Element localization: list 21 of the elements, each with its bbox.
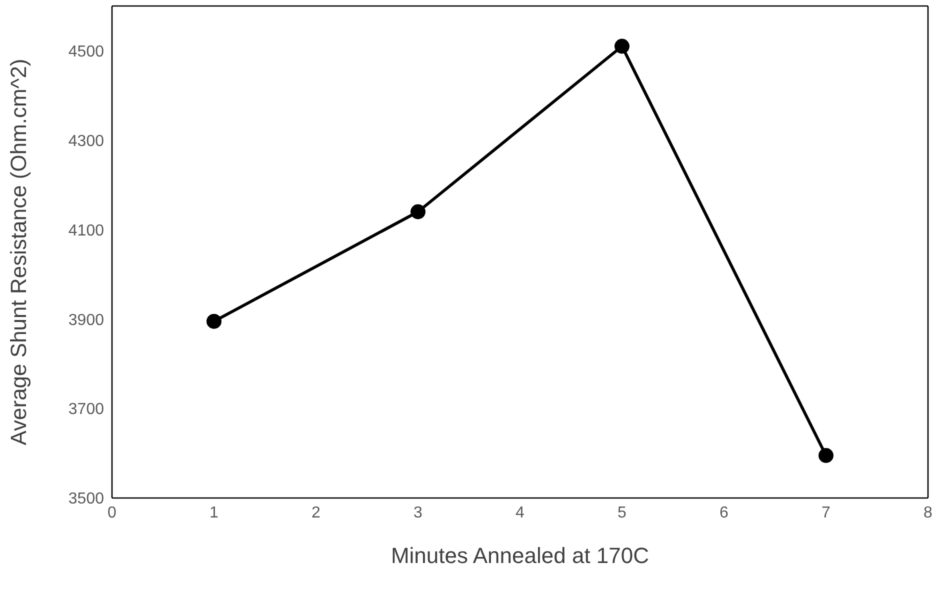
x-tick-label: 1	[210, 504, 219, 522]
x-tick-label: 7	[822, 504, 831, 522]
y-tick-label: 3500	[68, 490, 104, 508]
y-tick-label: 3700	[68, 401, 104, 418]
y-tick-label: 4100	[68, 222, 104, 240]
x-tick-label: 6	[720, 504, 729, 522]
x-tick-label: 8	[924, 504, 933, 522]
x-tick-label: 0	[108, 504, 117, 522]
x-tick-label: 4	[516, 504, 525, 522]
y-tick-label: 4300	[68, 132, 104, 150]
x-tick-label: 2	[312, 504, 321, 522]
point	[206, 314, 222, 329]
y-axis-title: Average Shunt Resistance (Ohm.cm^2)	[6, 58, 31, 446]
x-tick-label: 5	[618, 504, 627, 522]
point	[410, 204, 426, 220]
y-tick-label: 3900	[68, 312, 104, 329]
point	[614, 38, 630, 54]
x-axis-title: Minutes Annealed at 170C	[390, 543, 650, 568]
x-tick-label: 3	[414, 504, 423, 522]
point	[818, 448, 834, 464]
y-tick-label: 4500	[68, 43, 104, 60]
